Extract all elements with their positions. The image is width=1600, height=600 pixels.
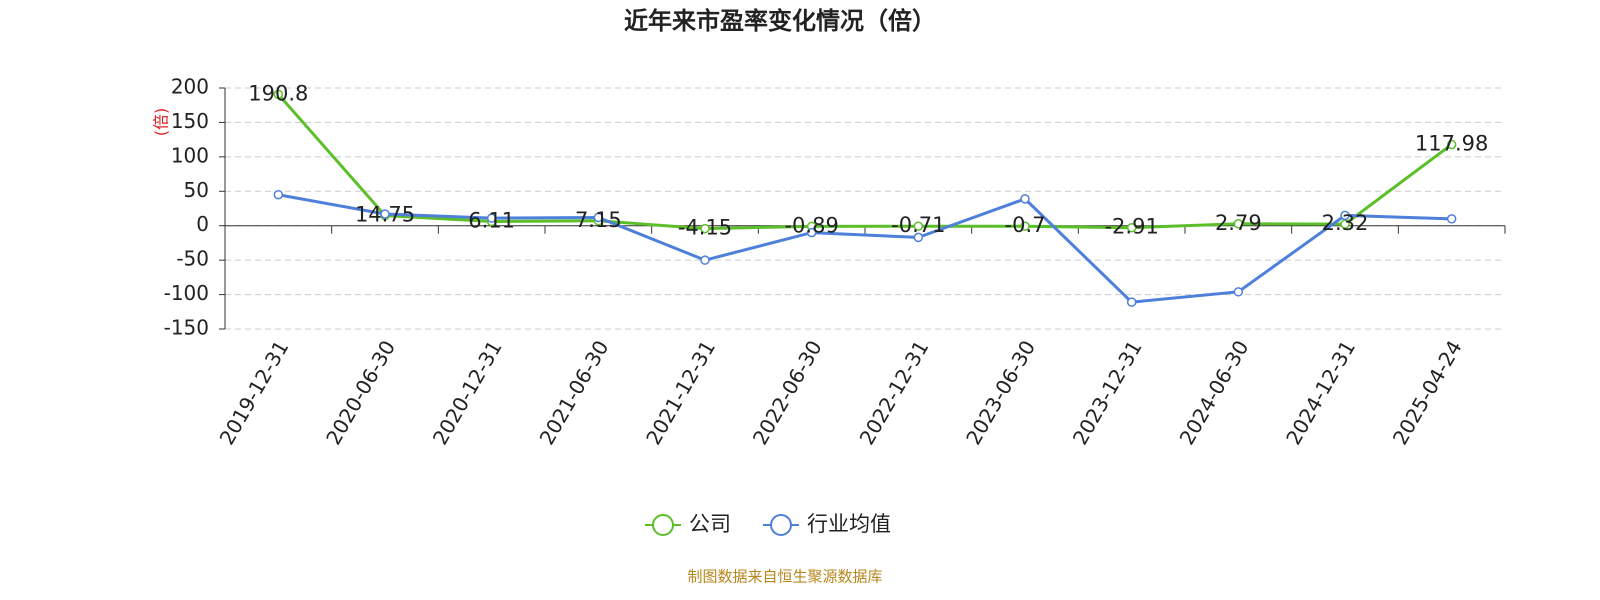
point xyxy=(806,227,817,238)
y-tick-label: 50 xyxy=(184,178,209,202)
x-tick-label: 2024-12-31 xyxy=(1281,336,1360,449)
point xyxy=(593,212,604,223)
data-label: -4.15 xyxy=(678,216,732,240)
data-label: -0.89 xyxy=(784,213,838,237)
point xyxy=(1446,214,1457,224)
y-tick-label: -50 xyxy=(176,247,209,271)
chart-title: 近年来市盈率变化情况（倍） xyxy=(624,7,936,35)
point xyxy=(913,221,924,231)
legend-marker xyxy=(652,514,674,536)
source-note: 制图数据来自恒生聚源数据库 xyxy=(687,568,882,586)
data-label: 117.98 xyxy=(1415,131,1488,155)
point xyxy=(1233,219,1244,229)
legend-marker xyxy=(770,514,792,536)
y-tick-label: 0 xyxy=(196,212,209,236)
data-label: 2.32 xyxy=(1322,211,1369,235)
point xyxy=(1340,210,1350,221)
point xyxy=(1126,297,1137,307)
x-tick-label: 2024-06-30 xyxy=(1175,336,1254,449)
series-line xyxy=(277,93,1453,231)
data-label: -0.7 xyxy=(1005,213,1046,237)
point xyxy=(486,213,497,223)
point xyxy=(700,255,710,265)
point xyxy=(380,209,390,219)
y-tick-label: 100 xyxy=(171,143,209,167)
point xyxy=(913,232,924,243)
y-axis-label: (倍) xyxy=(152,108,171,137)
series-line xyxy=(278,193,1452,304)
point xyxy=(1446,139,1457,150)
data-label: -2.91 xyxy=(1104,215,1158,239)
x-tick-label: 2023-12-31 xyxy=(1068,336,1147,449)
x-tick-label: 2023-06-30 xyxy=(961,336,1040,449)
y-tick-label: -100 xyxy=(164,281,209,305)
y-tick-label: 150 xyxy=(171,109,209,133)
x-tick-label: 2022-12-31 xyxy=(855,336,934,449)
x-tick-label: 2019-12-31 xyxy=(215,336,294,449)
data-label: 190.8 xyxy=(248,81,308,105)
x-tick-label: 2022-06-30 xyxy=(748,336,827,449)
y-tick-label: -150 xyxy=(164,316,209,340)
data-label: 7.15 xyxy=(575,208,622,232)
data-label: -0.71 xyxy=(891,213,945,237)
x-tick-label: 2020-06-30 xyxy=(321,336,400,449)
x-tick-label: 2021-12-31 xyxy=(641,336,720,449)
point xyxy=(1126,222,1137,233)
point xyxy=(273,89,284,100)
point xyxy=(1020,194,1030,204)
data-label: 6.11 xyxy=(468,209,515,233)
legend-label: 行业均值 xyxy=(807,512,891,536)
point xyxy=(1233,287,1244,297)
legend-label: 公司 xyxy=(689,512,731,536)
x-tick-label: 2020-12-31 xyxy=(428,336,507,449)
x-tick-label: 2025-04-24 xyxy=(1388,336,1467,449)
y-tick-label: 200 xyxy=(171,75,209,99)
data-label: 14.75 xyxy=(355,203,415,227)
x-tick-label: 2021-06-30 xyxy=(535,336,614,449)
point xyxy=(700,223,710,234)
point xyxy=(273,189,284,200)
data-label: 2.79 xyxy=(1215,211,1262,235)
point xyxy=(1020,221,1030,231)
